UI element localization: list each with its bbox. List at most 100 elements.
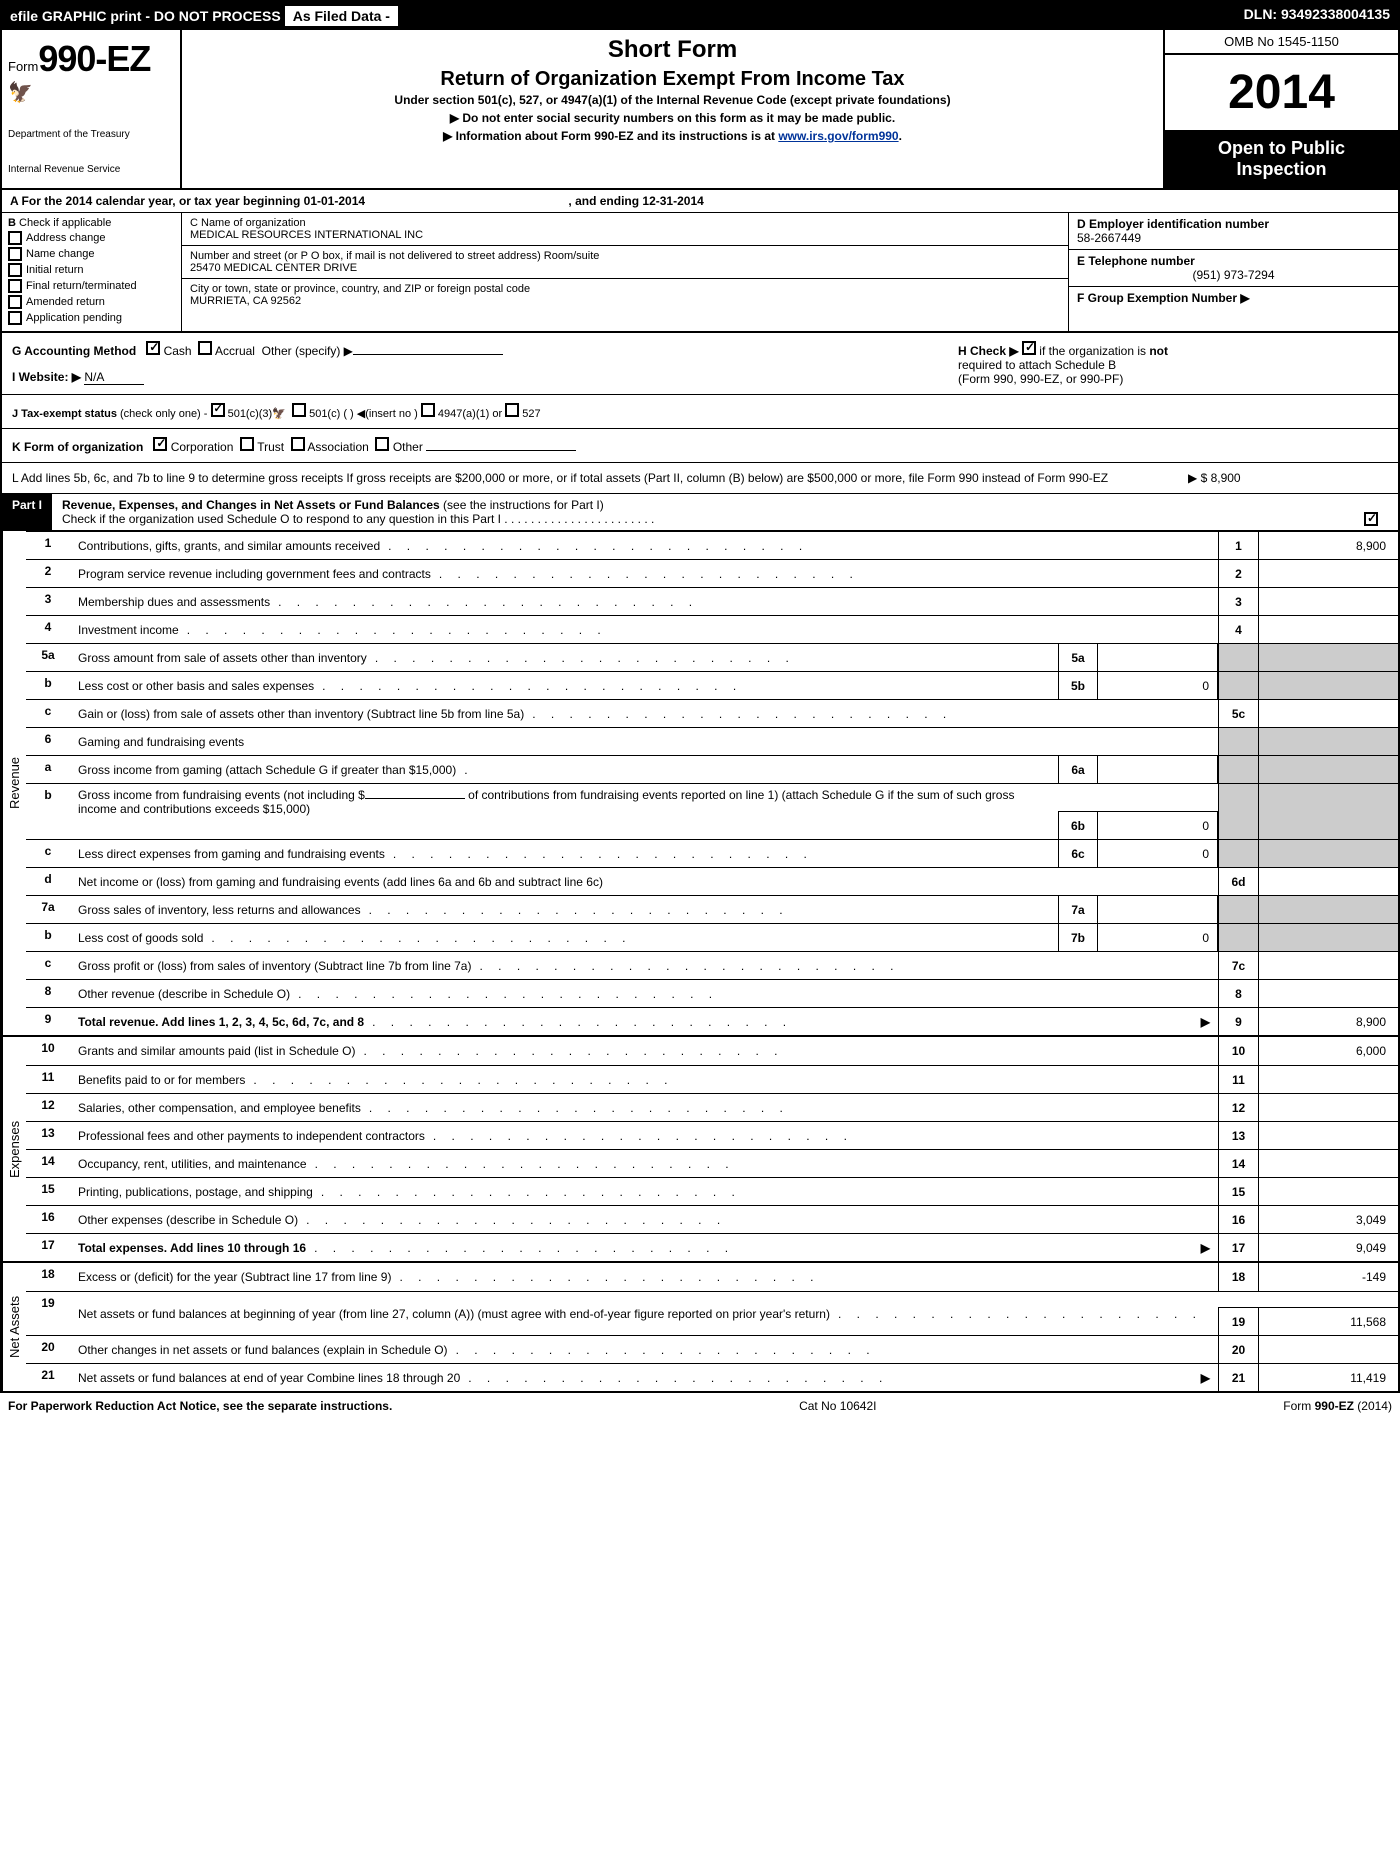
l5a-sval [1098, 644, 1218, 671]
irs-link[interactable]: www.irs.gov/form990 [778, 129, 898, 143]
l19-desc: Net assets or fund balances at beginning… [78, 1307, 830, 1321]
l6c-sub: 6c [1058, 840, 1098, 867]
checkbox-address[interactable] [8, 231, 22, 245]
l12-desc: Salaries, other compensation, and employ… [78, 1101, 361, 1115]
top-bar-left: efile GRAPHIC print - DO NOT PROCESS As … [10, 6, 398, 26]
l1-desc: Contributions, gifts, grants, and simila… [78, 539, 380, 553]
label-address: Address change [26, 232, 106, 244]
trust-label: Trust [257, 440, 284, 454]
l6d-num: d [26, 868, 70, 895]
label-name: Name change [26, 248, 95, 260]
open-line1: Open to Public [1169, 138, 1394, 159]
other-blank [353, 354, 503, 355]
dln-label: DLN: 93492338004135 [1244, 6, 1390, 26]
checkbox-pending[interactable] [8, 311, 22, 325]
l2-rnum: 2 [1218, 560, 1258, 587]
checkbox-527[interactable] [505, 403, 519, 417]
l20-rnum: 20 [1218, 1336, 1258, 1363]
footer: For Paperwork Reduction Act Notice, see … [0, 1393, 1400, 1419]
checkbox-accrual[interactable] [198, 341, 212, 355]
checkbox-501c3[interactable] [211, 403, 225, 417]
part1-header-row: Part I Revenue, Expenses, and Changes in… [2, 494, 1398, 531]
l7c-rnum: 7c [1218, 952, 1258, 979]
omb-number: OMB No 1545-1150 [1165, 30, 1398, 55]
form-number: 990-EZ [38, 38, 150, 79]
l20-desc: Other changes in net assets or fund bala… [78, 1343, 448, 1357]
l19-rnum: 19 [1218, 1307, 1258, 1335]
checkbox-h[interactable] [1022, 341, 1036, 355]
l6a-num: a [26, 756, 70, 783]
checkbox-final[interactable] [8, 279, 22, 293]
h-label: H Check ▶ [958, 344, 1019, 358]
l5c-val [1258, 700, 1398, 727]
l17-desc: Total expenses. Add lines 10 through 16 [78, 1241, 306, 1255]
l10-rnum: 10 [1218, 1037, 1258, 1065]
form-number-box: Form990-EZ 🦅 Department of the Treasury … [2, 30, 182, 188]
l2-desc: Program service revenue including govern… [78, 567, 431, 581]
section-j: J Tax-exempt status (check only one) - 5… [2, 395, 1398, 429]
checkbox-schedule-o[interactable] [1364, 512, 1378, 526]
501c-label: 501(c) ( ) ◀(insert no ) [309, 408, 418, 420]
form-prefix: Form [8, 59, 38, 74]
checkbox-other-org[interactable] [375, 437, 389, 451]
checkbox-assoc[interactable] [291, 437, 305, 451]
l5c-desc: Gain or (loss) from sale of assets other… [78, 707, 524, 721]
h-text2: required to attach Schedule B [958, 358, 1116, 372]
l2-val [1258, 560, 1398, 587]
part1-check-note: Check if the organization used Schedule … [62, 512, 501, 526]
l5a-desc: Gross amount from sale of assets other t… [78, 651, 367, 665]
h-text1: if the organization is [1039, 344, 1149, 358]
row-bcd: B Check if applicable Address change Nam… [2, 213, 1398, 333]
as-filed-label: As Filed Data - [285, 6, 398, 26]
checkbox-name[interactable] [8, 247, 22, 261]
l5a-sub: 5a [1058, 644, 1098, 671]
l6b-desc1: Gross income from fundraising events (no… [78, 788, 365, 802]
part1-dots: . . . . . . . . . . . . . . . . . . . . … [504, 512, 654, 526]
l18-rnum: 18 [1218, 1263, 1258, 1291]
l16-rnum: 16 [1218, 1206, 1258, 1233]
city-label: City or town, state or province, country… [190, 283, 1060, 295]
l7c-desc: Gross profit or (loss) from sales of inv… [78, 959, 471, 973]
l6b-num: b [26, 784, 70, 839]
open-public: Open to Public Inspection [1165, 130, 1398, 188]
check-if: Check if applicable [19, 217, 111, 229]
l1-rnum: 1 [1218, 532, 1258, 559]
label-pending: Application pending [26, 312, 122, 324]
city-val: MURRIETA, CA 92562 [190, 295, 1060, 307]
col-def: D Employer identification number 58-2667… [1068, 213, 1398, 331]
cash-label: Cash [164, 344, 192, 358]
l14-val [1258, 1150, 1398, 1177]
revenue-section: Revenue 1Contributions, gifts, grants, a… [2, 531, 1398, 1035]
assoc-label: Association [307, 440, 368, 454]
footer-mid: Cat No 10642I [799, 1399, 876, 1413]
l12-val [1258, 1094, 1398, 1121]
header-right: OMB No 1545-1150 2014 Open to Public Ins… [1163, 30, 1398, 188]
part1-title: Revenue, Expenses, and Changes in Net As… [62, 498, 440, 512]
footer-right: Form 990-EZ (2014) [1283, 1399, 1392, 1413]
checkbox-cash[interactable] [146, 341, 160, 355]
l9-rnum: 9 [1218, 1008, 1258, 1035]
l14-rnum: 14 [1218, 1150, 1258, 1177]
l6c-sval: 0 [1098, 840, 1218, 867]
section-l: L Add lines 5b, 6c, and 7b to line 9 to … [2, 463, 1398, 494]
l6-desc: Gaming and fundraising events [78, 735, 244, 749]
netassets-label: Net Assets [2, 1263, 26, 1391]
l16-val: 3,049 [1258, 1206, 1398, 1233]
h-text3: (Form 990, 990-EZ, or 990-PF) [958, 372, 1123, 386]
section-gh: G Accounting Method Cash Accrual Other (… [2, 333, 1398, 395]
checkbox-trust[interactable] [240, 437, 254, 451]
checkbox-corp[interactable] [153, 437, 167, 451]
checkbox-amended[interactable] [8, 295, 22, 309]
checkbox-initial[interactable] [8, 263, 22, 277]
l4-rnum: 4 [1218, 616, 1258, 643]
l5c-rnum: 5c [1218, 700, 1258, 727]
checkbox-501c[interactable] [292, 403, 306, 417]
other-org-label: Other [393, 440, 423, 454]
checkbox-4947[interactable] [421, 403, 435, 417]
l9-val: 8,900 [1258, 1008, 1398, 1035]
j-check-only: (check only one) - [120, 408, 207, 420]
part1-label: Part I [2, 494, 52, 530]
l16-num: 16 [26, 1206, 70, 1233]
d-label: D Employer identification number [1077, 217, 1390, 231]
dept-treasury: Department of the Treasury [8, 129, 174, 140]
